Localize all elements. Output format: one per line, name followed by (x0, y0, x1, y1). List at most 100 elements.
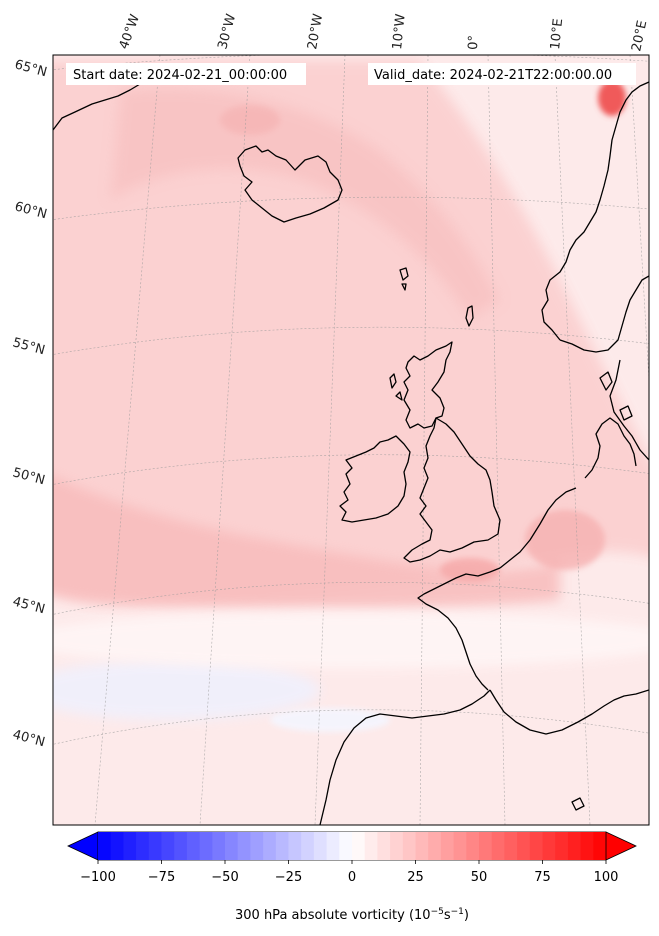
colorbar-step (517, 832, 531, 860)
lon-label-20w: 20°W (305, 13, 326, 51)
colorbar-step (491, 832, 505, 860)
shetland (465, 305, 474, 327)
meridian-30w (199, 55, 251, 825)
low-pocket-2 (270, 708, 390, 732)
colorbar-title: 300 hPa absolute vorticity (10−5s−1) (235, 907, 469, 923)
meridian-0 (487, 55, 506, 825)
map-frame (52, 54, 650, 826)
england-wales (403, 417, 501, 563)
colorbar-step (529, 832, 543, 860)
colorbar-ticks: −100 −75 −50 −25 0 25 50 75 100 (80, 860, 618, 885)
iberia-coast (319, 689, 649, 825)
low-pocket (53, 660, 320, 720)
colorbar-title-main: 300 hPa absolute vorticity (10 (235, 908, 431, 923)
colorbar-title-exp2: −1 (451, 907, 464, 917)
colorbar-step (301, 832, 315, 860)
lat-labels: 65°N 60°N 55°N 50°N 45°N 40°N (11, 57, 49, 750)
denmark-coast (584, 371, 637, 479)
meridian-10w (419, 55, 429, 825)
colorbar-step (123, 832, 137, 860)
colorbar-step (377, 832, 391, 860)
lat-label-65n: 65°N (13, 57, 49, 80)
colorbar-step (352, 832, 366, 860)
sweden-coast (609, 359, 649, 461)
colorbar-step (593, 832, 607, 860)
colorbar-tick-label: 0 (348, 870, 356, 885)
colorbar-extend-min (67, 831, 99, 861)
colorbar-step (479, 832, 493, 860)
lon-label-0: 0° (466, 35, 482, 50)
colorbar-step (237, 832, 251, 860)
scotland (403, 341, 453, 429)
colorbar-step (136, 832, 150, 860)
norway-coast (541, 81, 649, 353)
lat-label-45n: 45°N (11, 594, 47, 617)
colorbar-step (313, 832, 327, 860)
jet-north (110, 87, 500, 320)
france-coast (417, 567, 501, 691)
lon-label-10w: 10°W (390, 13, 409, 50)
ireland (339, 435, 411, 523)
graticule (53, 55, 649, 825)
colorbar-tick-label: 75 (534, 870, 551, 885)
balearic (571, 797, 585, 811)
colorbar-steps (98, 832, 607, 860)
high-spot-2 (525, 510, 605, 570)
iceland-coast (237, 145, 343, 223)
parallel-40 (53, 709, 649, 745)
colorbar-step (440, 832, 454, 860)
lat-label-60n: 60°N (13, 199, 49, 222)
colorbar-tick-label: 50 (471, 870, 488, 885)
colorbar-tick-label: 25 (407, 870, 424, 885)
valid-date-label: Valid_date: 2024-02-21T22:00:00.00 (374, 68, 612, 83)
colorbar-step (288, 832, 302, 860)
hebrides (389, 373, 403, 401)
colorbar-step (364, 832, 378, 860)
colorbar-step (98, 832, 112, 860)
start-date-label: Start date: 2024-02-21_00:00:00 (73, 68, 287, 83)
jet-band (53, 60, 649, 606)
colorbar-step (504, 832, 518, 860)
colorbar-title-close: ) (464, 908, 469, 923)
colorbar-step (339, 832, 353, 860)
colorbar-tick-label: −25 (275, 870, 302, 885)
colorbar-step (402, 832, 416, 860)
colorbar-step (567, 832, 581, 860)
jet-core (53, 476, 560, 609)
high-spot-3 (220, 105, 280, 135)
colorbar-step (555, 832, 569, 860)
colorbar-step (174, 832, 188, 860)
colorbar-step (110, 832, 124, 860)
colorbar-extend-max (605, 831, 637, 861)
meridian-10e (554, 55, 591, 825)
meridian-20e (629, 55, 649, 386)
lat-label-50n: 50°N (11, 465, 47, 488)
start-date-box (66, 63, 306, 85)
colorbar-step (186, 832, 200, 860)
colorbar-step (326, 832, 340, 860)
meridian-40w (94, 55, 161, 825)
lon-label-30w: 30°W (215, 12, 239, 51)
pale-strip (53, 612, 649, 668)
colorbar-step (212, 832, 226, 860)
lat-label-55n: 55°N (11, 335, 47, 358)
map-panel[interactable]: Start date: 2024-02-21_00:00:00 Valid_da… (11, 12, 659, 826)
high-spot-4 (440, 558, 500, 582)
colorbar-step (453, 832, 467, 860)
colorbar: −100 −75 −50 −25 0 25 50 75 100 300 hPa absolute… (67, 831, 637, 923)
colorbar-step (250, 832, 264, 860)
lon-label-10e: 10°E (548, 18, 566, 51)
colorbar-tick-label: 100 (594, 870, 619, 885)
colorbar-step (199, 832, 213, 860)
colorbar-tick-label: −75 (148, 870, 175, 885)
lon-label-20e: 20°E (629, 19, 650, 53)
colorbar-tick-label: −100 (80, 870, 116, 885)
colorbar-step (225, 832, 239, 860)
colorbar-step (275, 832, 289, 860)
parallel-65 (53, 55, 649, 71)
colorbar-title-exp1: −5 (431, 907, 444, 917)
faroe-islands (399, 267, 409, 291)
colorbar-step (390, 832, 404, 860)
lat-label-40n: 40°N (11, 727, 47, 750)
